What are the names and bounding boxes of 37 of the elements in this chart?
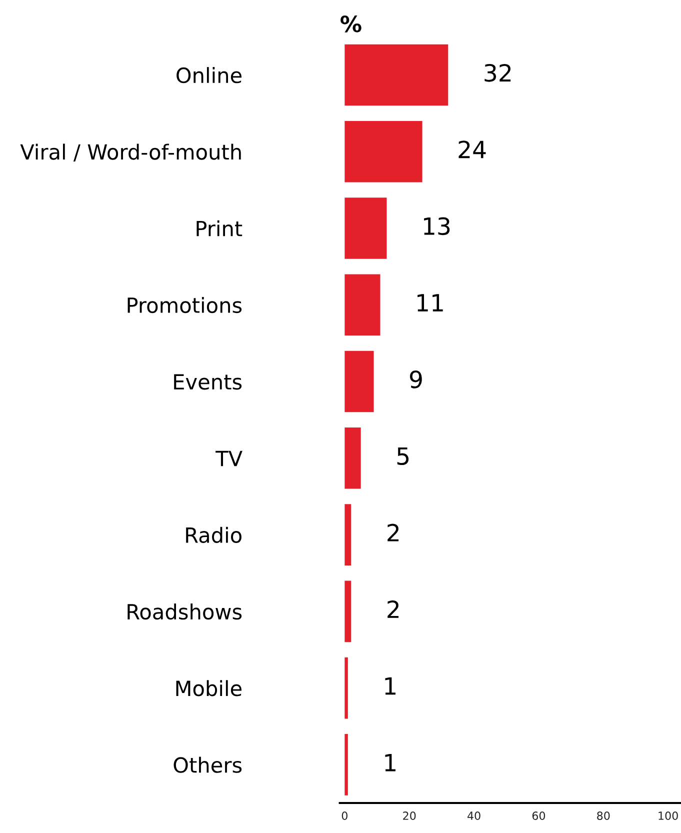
data-label: 1	[385, 754, 396, 772]
text: %	[340, 16, 362, 32]
y-tick-label: Events	[174, 374, 242, 390]
y-tick-label: Mobile	[176, 680, 242, 696]
y-tick-label: Viral / Word-of-mouth	[20, 144, 241, 162]
data-label: 5	[397, 447, 409, 465]
y-tick-label: Radio	[186, 526, 242, 543]
y-tick-label: Print	[196, 220, 242, 236]
x-tick-label: 40	[468, 812, 480, 820]
x-tick-label: 100	[658, 812, 678, 820]
y-tick-label: Promotions	[128, 296, 242, 314]
y-tick-label: TV	[216, 450, 242, 466]
data-label: 11	[418, 294, 443, 312]
data-label: 2	[388, 524, 399, 542]
bar	[344, 120, 422, 182]
bar	[344, 427, 361, 489]
bar	[344, 657, 348, 719]
x-tick-label: 20	[403, 812, 416, 820]
y-tick-label: Online	[176, 67, 242, 84]
bar	[344, 580, 352, 642]
bar	[344, 44, 448, 106]
data-label: 24	[458, 140, 486, 158]
bar	[344, 504, 352, 566]
data-label: 13	[424, 217, 450, 236]
x-tick-label: 60	[532, 812, 546, 820]
bar	[344, 734, 348, 796]
x-tick-label: 80	[597, 812, 610, 820]
data-label: 2	[388, 600, 399, 618]
y-tick-label: Roadshows	[128, 604, 242, 620]
y-tick-label: Others	[174, 756, 242, 773]
data-label: 32	[484, 64, 511, 82]
data-label: 9	[410, 370, 422, 388]
x-tick-label: 0	[342, 812, 348, 820]
bar	[344, 274, 380, 336]
data-label: 1	[385, 677, 396, 695]
bar	[344, 198, 387, 259]
bar	[344, 350, 374, 412]
